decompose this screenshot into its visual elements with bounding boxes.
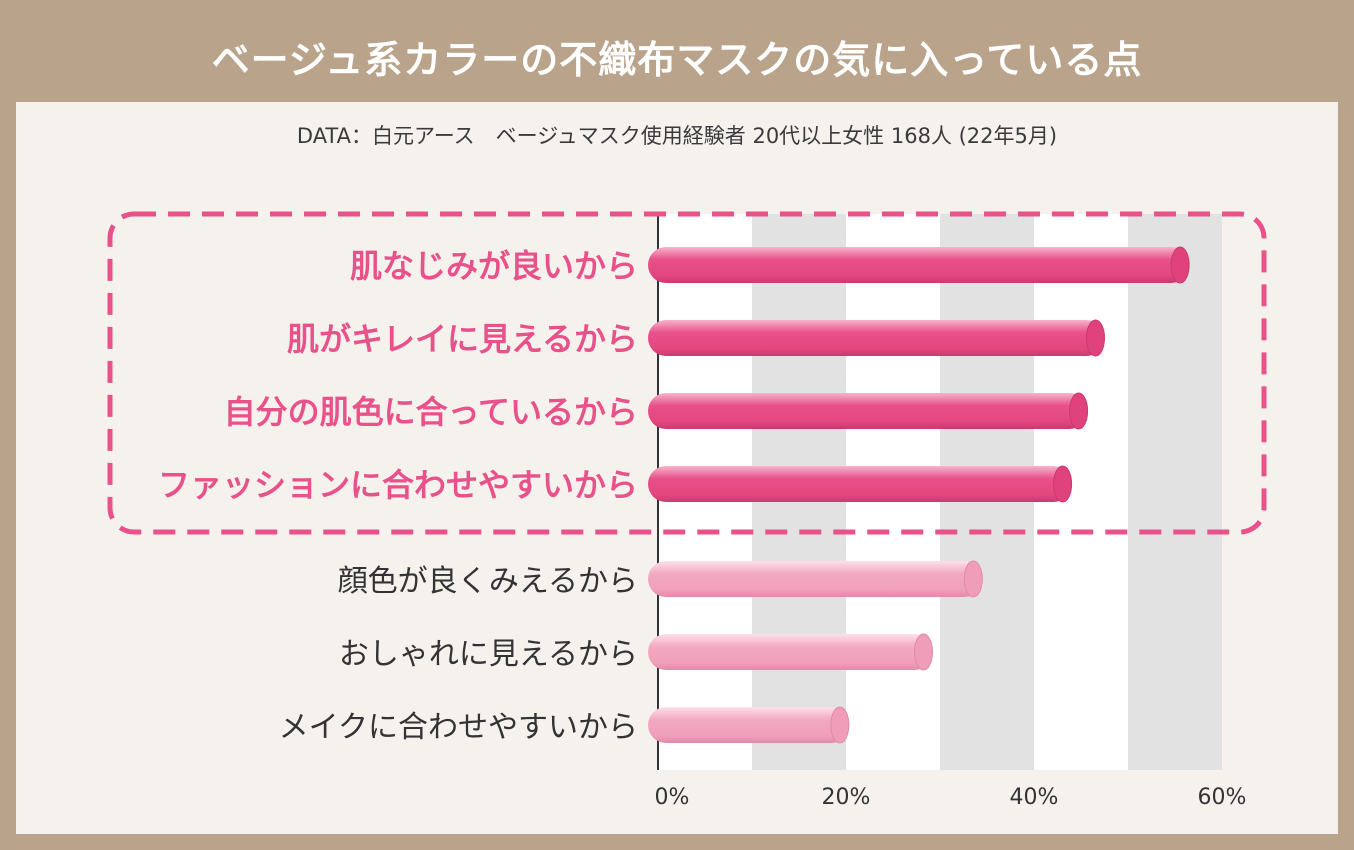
labels-layer: 肌なじみが良いから肌がキレイに見えるから自分の肌色に合っているからファッションに… [158,247,638,745]
bar-cap-1 [1086,319,1105,357]
bar-body-2 [648,393,1088,429]
bar-body-1 [648,320,1105,356]
bar-0 [648,246,1190,284]
bar-cap-5 [913,633,933,671]
category-label-6: メイクに合わせやすいから [279,710,638,745]
title-bar: ベージュ系カラーの不織布マスクの気に入っている点 [10,10,1344,102]
bar-2 [648,392,1089,430]
category-label-1: 肌がキレイに見えるから [287,320,638,358]
bar-body-5 [648,634,933,670]
chart-frame: ベージュ系カラーの不織布マスクの気に入っている点 DATA：白元アース ベージュ… [10,10,1344,840]
bar-cap-0 [1170,246,1190,284]
bar-4 [648,560,983,598]
x-tick-label-3: 60% [1198,785,1247,810]
category-label-5: おしゃれに見えるから [339,637,638,672]
bar-cap-2 [1069,392,1089,430]
chart-subtitle: DATA：白元アース ベージュマスク使用経験者 20代以上女性 168人 (22… [296,124,1058,148]
bar-3 [648,465,1073,503]
grid-band-2 [1128,214,1222,770]
x-tick-label-2: 40% [1010,785,1059,810]
bar-6 [648,706,850,744]
bar-cap-6 [830,706,850,744]
highlight-box [107,211,1267,535]
bar-chart: 肌なじみが良いから肌がキレイに見えるから自分の肌色に合っているからファッションに… [107,211,1267,810]
x-tick-label-1: 20% [822,785,871,810]
ticks-layer: 0% 20% 40% 60% [655,785,1247,810]
chart-panel: DATA：白元アース ベージュマスク使用経験者 20代以上女性 168人 (22… [16,102,1338,834]
bar-cap-4 [963,560,983,598]
category-label-0: 肌なじみが良いから [350,247,638,285]
bar-body-3 [648,466,1072,502]
category-label-4: 顔色が良くみえるから [338,564,638,599]
bar-5 [648,633,933,671]
category-label-3: ファッションに合わせやすいから [158,466,638,504]
bar-body-4 [648,561,983,597]
bar-body-0 [648,247,1190,283]
category-label-2: 自分の肌色に合っているから [224,393,638,431]
x-tick-label-0: 0% [655,785,690,810]
bar-1 [648,319,1105,357]
bar-cap-3 [1053,465,1073,503]
chart-title: ベージュ系カラーの不織布マスクの気に入っている点 [211,37,1143,82]
bars-layer [648,246,1190,744]
bar-body-6 [648,707,849,743]
